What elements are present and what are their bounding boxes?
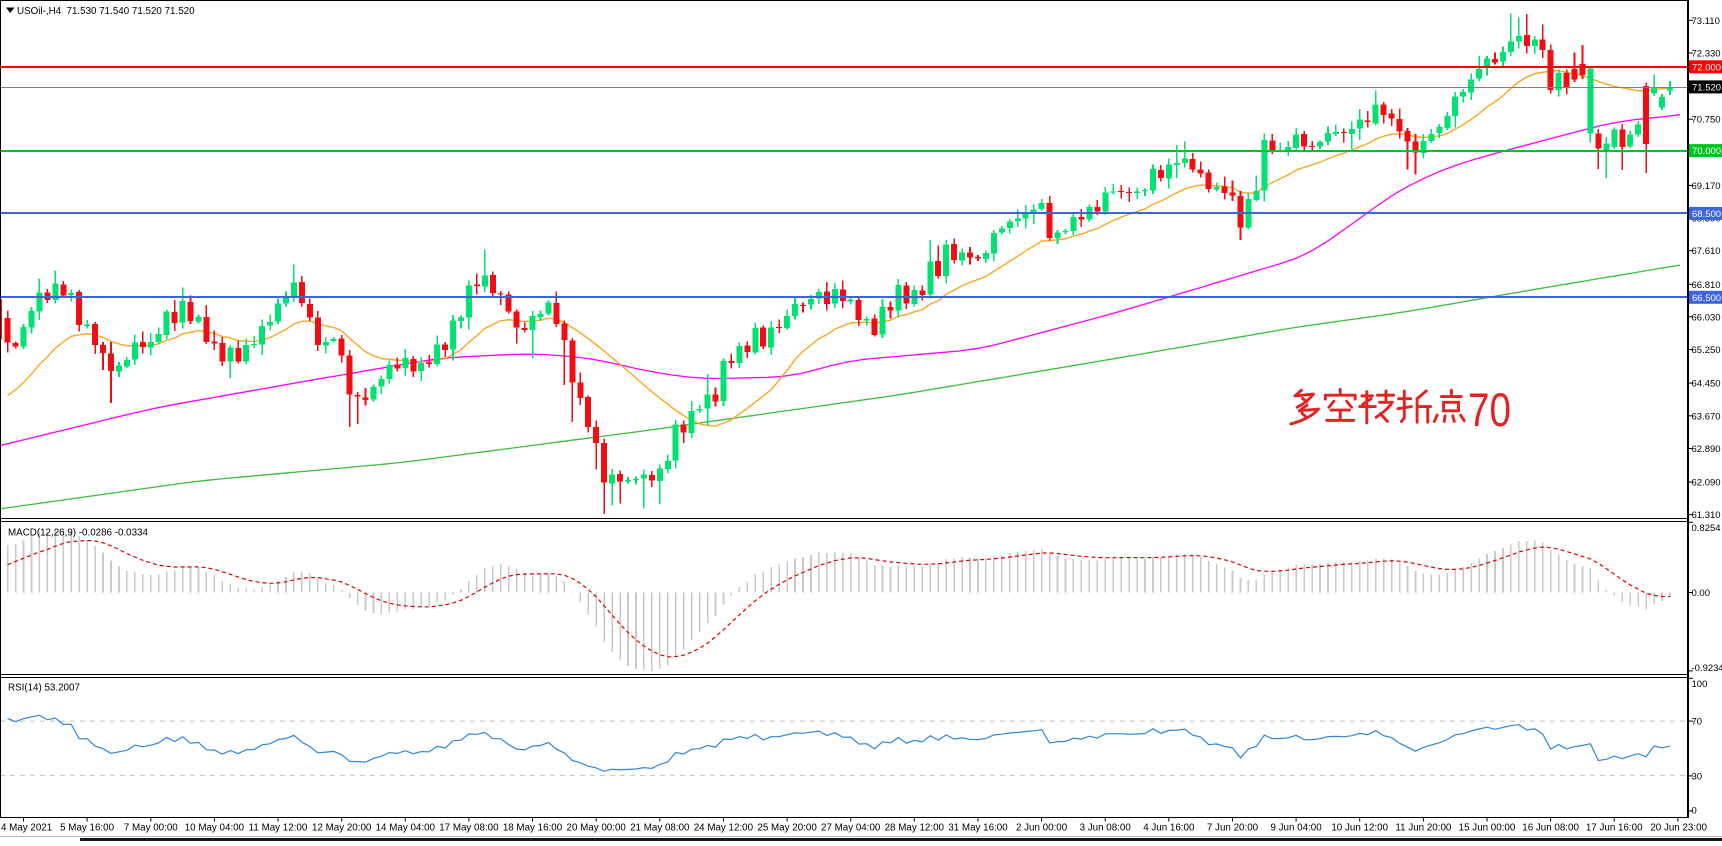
svg-text:10 May 04:00: 10 May 04:00 — [185, 823, 245, 834]
svg-text:68.500: 68.500 — [1692, 209, 1721, 220]
svg-text:62.090: 62.090 — [1692, 478, 1721, 489]
svg-text:72.330: 72.330 — [1692, 49, 1721, 60]
svg-text:61.310: 61.310 — [1692, 510, 1721, 521]
svg-text:66.810: 66.810 — [1692, 280, 1721, 291]
svg-text:3 Jun 08:00: 3 Jun 08:00 — [1080, 823, 1132, 834]
svg-text:5 May 16:00: 5 May 16:00 — [60, 823, 114, 834]
svg-text:0.00: 0.00 — [1692, 588, 1711, 599]
svg-text:70: 70 — [1692, 717, 1703, 728]
svg-text:64.450: 64.450 — [1692, 379, 1721, 390]
svg-text:31 May 16:00: 31 May 16:00 — [948, 823, 1008, 834]
svg-text:24 May 12:00: 24 May 12:00 — [694, 823, 754, 834]
svg-text:-0.9234: -0.9234 — [1692, 663, 1722, 674]
svg-text:USOil-,H4 71.530 71.540 71.52: USOil-,H4 71.530 71.540 71.520 71.520 — [17, 6, 195, 17]
svg-text:10 Jun 12:00: 10 Jun 12:00 — [1331, 823, 1388, 834]
svg-text:21 May 08:00: 21 May 08:00 — [630, 823, 690, 834]
svg-text:20 Jun 23:00: 20 Jun 23:00 — [1650, 823, 1707, 834]
svg-text:16 Jun 08:00: 16 Jun 08:00 — [1522, 823, 1579, 834]
svg-text:66.030: 66.030 — [1692, 312, 1721, 323]
svg-text:11 May 12:00: 11 May 12:00 — [249, 823, 308, 834]
svg-text:12 May 20:00: 12 May 20:00 — [312, 823, 372, 834]
svg-text:4 May 2021: 4 May 2021 — [1, 823, 52, 834]
svg-text:70.750: 70.750 — [1692, 115, 1721, 126]
svg-text:MACD(12,26,9) -0.0286 -0.0334: MACD(12,26,9) -0.0286 -0.0334 — [8, 528, 149, 539]
svg-text:0: 0 — [1692, 806, 1697, 817]
svg-text:100: 100 — [1692, 679, 1708, 690]
svg-text:7 Jun 20:00: 7 Jun 20:00 — [1207, 823, 1259, 834]
svg-text:73.110: 73.110 — [1692, 16, 1720, 27]
svg-text:9 Jun 04:00: 9 Jun 04:00 — [1270, 823, 1322, 834]
svg-text:28 May 12:00: 28 May 12:00 — [885, 823, 945, 834]
svg-text:70.000: 70.000 — [1692, 146, 1721, 157]
svg-text:15 Jun 00:00: 15 Jun 00:00 — [1459, 823, 1516, 834]
svg-text:62.890: 62.890 — [1692, 444, 1721, 455]
svg-text:17 May 08:00: 17 May 08:00 — [439, 823, 499, 834]
svg-text:70: 70 — [1468, 383, 1511, 436]
svg-text:27 May 04:00: 27 May 04:00 — [821, 823, 881, 834]
svg-text:72.000: 72.000 — [1692, 62, 1721, 73]
svg-text:4 Jun 16:00: 4 Jun 16:00 — [1143, 823, 1195, 834]
svg-text:25 May 20:00: 25 May 20:00 — [757, 823, 817, 834]
svg-text:17 Jun 16:00: 17 Jun 16:00 — [1586, 823, 1643, 834]
svg-text:11 Jun 20:00: 11 Jun 20:00 — [1395, 823, 1451, 834]
svg-text:63.670: 63.670 — [1692, 411, 1721, 422]
svg-text:14 May 04:00: 14 May 04:00 — [376, 823, 436, 834]
svg-text:0.8254: 0.8254 — [1692, 523, 1721, 534]
svg-text:RSI(14) 53.2007: RSI(14) 53.2007 — [8, 683, 80, 694]
svg-text:66.500: 66.500 — [1692, 293, 1721, 304]
svg-text:67.610: 67.610 — [1692, 246, 1721, 257]
svg-text:65.250: 65.250 — [1692, 345, 1721, 356]
svg-text:30: 30 — [1692, 771, 1703, 782]
svg-text:2 Jun 00:00: 2 Jun 00:00 — [1016, 823, 1068, 834]
svg-text:71.520: 71.520 — [1692, 82, 1721, 93]
svg-text:18 May 16:00: 18 May 16:00 — [503, 823, 563, 834]
svg-text:20 May 00:00: 20 May 00:00 — [567, 823, 627, 834]
svg-text:7 May 00:00: 7 May 00:00 — [124, 823, 178, 834]
svg-text:69.170: 69.170 — [1692, 181, 1721, 192]
